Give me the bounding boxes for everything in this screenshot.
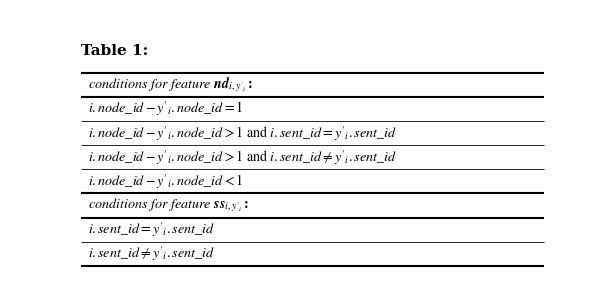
Text: $\mathit{i.sent\_id} = \mathit{y'_i.sent\_id}$: $\mathit{i.sent\_id} = \mathit{y'_i.sent… xyxy=(88,220,215,239)
Text: $\mathit{i.node\_id} - \mathit{y'_i.node\_id} > 1\ \mathrm{and}\ \mathit{i.sent\: $\mathit{i.node\_id} - \mathit{y'_i.node… xyxy=(88,148,397,167)
Text: $\mathit{conditions\ for\ feature\ }\boldsymbol{nd}_{i,y'_i}\boldsymbol{:}$: $\mathit{conditions\ for\ feature\ }\bol… xyxy=(88,75,253,94)
Text: $\mathit{i.node\_id} - \mathit{y'_i.node\_id} = 1$: $\mathit{i.node\_id} - \mathit{y'_i.node… xyxy=(88,100,243,118)
Text: $\mathit{i.node\_id} - \mathit{y'_i.node\_id} < 1$: $\mathit{i.node\_id} - \mathit{y'_i.node… xyxy=(88,172,243,191)
Text: $\mathit{conditions\ for\ feature\ }\boldsymbol{ss}_{i,y'_i}\boldsymbol{:}$: $\mathit{conditions\ for\ feature\ }\bol… xyxy=(88,197,249,214)
Text: $\mathit{i.node\_id} - \mathit{y'_i.node\_id} > 1\ \mathrm{and}\ \mathit{i.sent\: $\mathit{i.node\_id} - \mathit{y'_i.node… xyxy=(88,124,397,143)
Text: Table 1:: Table 1: xyxy=(81,43,148,57)
Text: $\mathit{i.sent\_id} \neq \mathit{y'_i.sent\_id}$: $\mathit{i.sent\_id} \neq \mathit{y'_i.s… xyxy=(88,244,215,263)
